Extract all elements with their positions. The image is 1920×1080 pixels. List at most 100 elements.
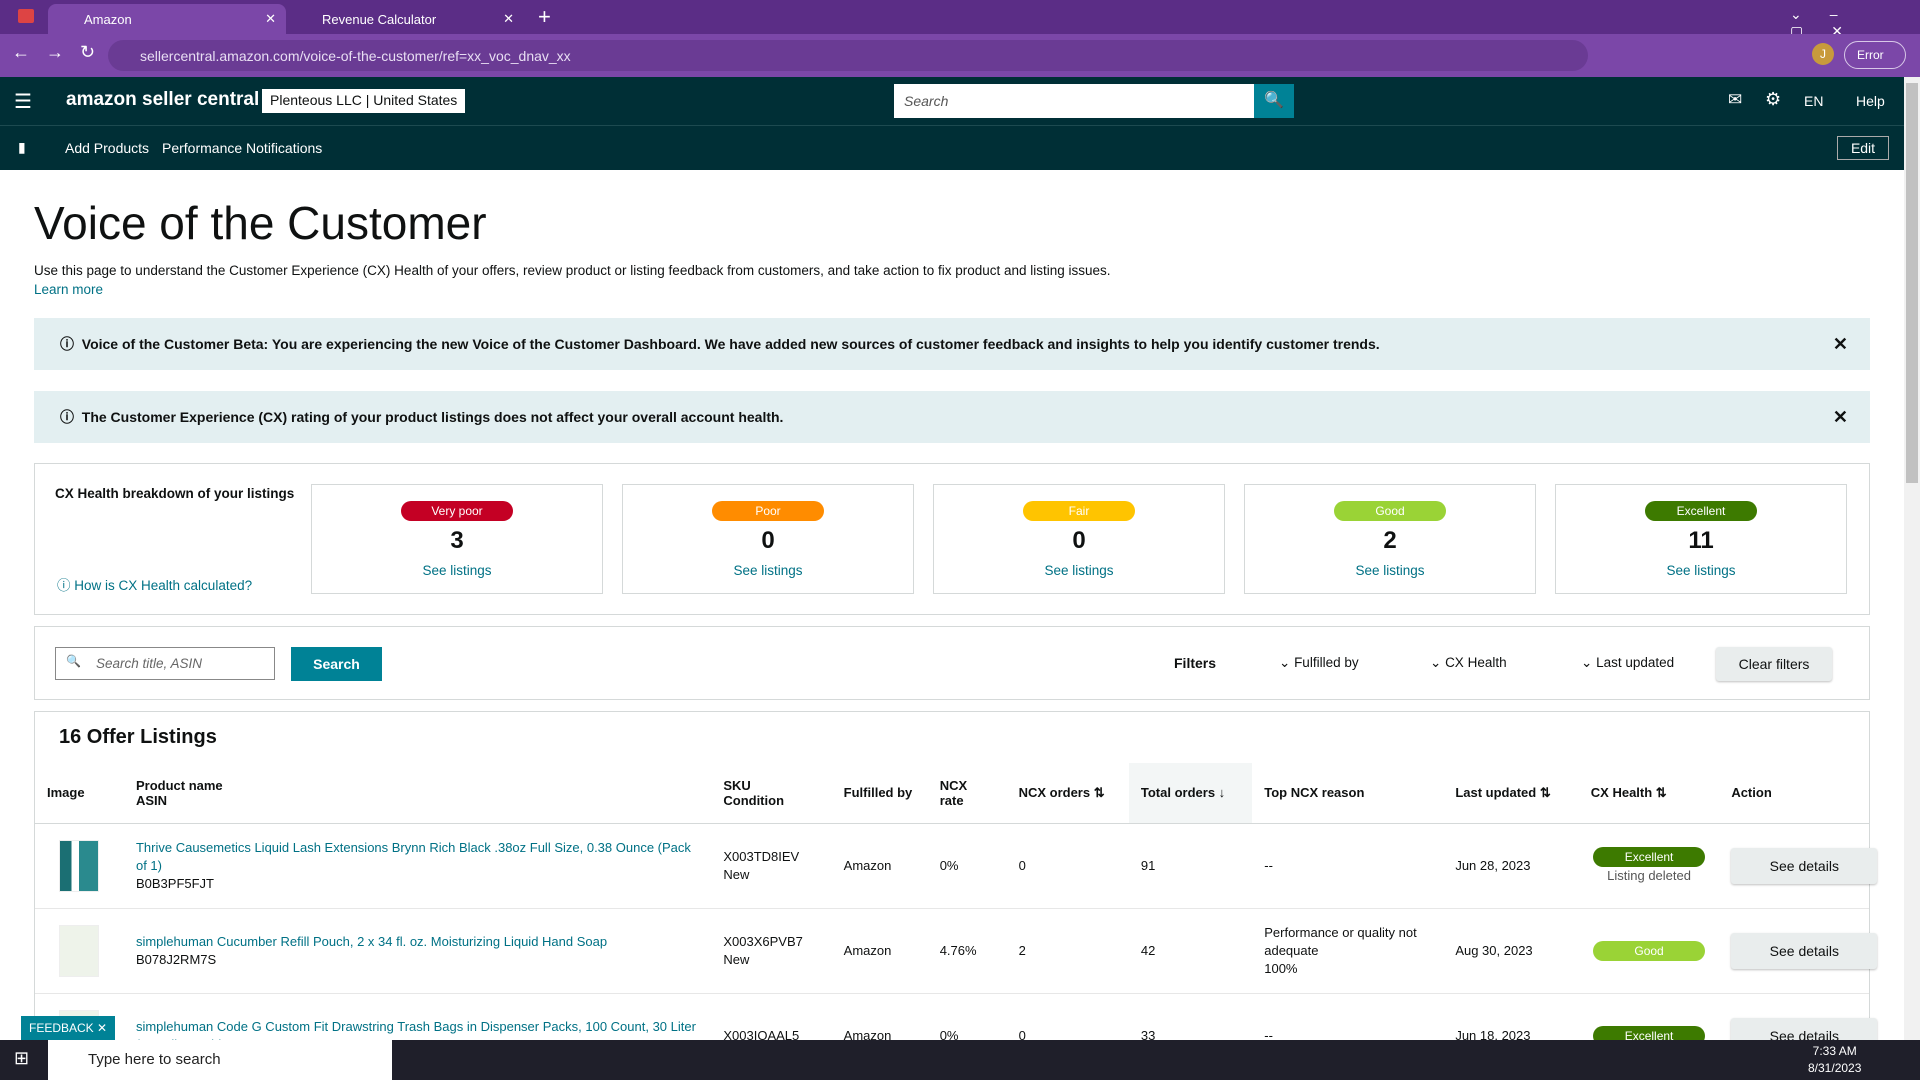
listings-table: Image Product name ASIN SKU Condition Fulf…	[35, 763, 1878, 1041]
search-input[interactable]: Search title, ASIN 🔍	[55, 647, 275, 680]
error-chip[interactable]: Error	[1844, 41, 1906, 69]
logo[interactable]: amazon seller central	[66, 89, 260, 110]
image-cell	[35, 908, 124, 994]
health-pill: Very poor	[401, 501, 513, 521]
taskbar-search-text: Type here to search	[88, 1051, 221, 1068]
health-bucket: Good 2 See listings	[1244, 484, 1536, 594]
see-listings[interactable]: See listings	[1355, 563, 1425, 578]
cx-help[interactable]: ⓘ How is CX Health calculated?	[57, 578, 253, 593]
filters-label: Filters	[1174, 655, 1217, 671]
settings-icon[interactable]: ⚙	[1765, 89, 1782, 109]
health-bucket: Fair 0 See listings	[933, 484, 1225, 594]
condition: New	[723, 951, 750, 967]
see-listings[interactable]: See listings	[422, 563, 492, 578]
see-listings[interactable]: See listings	[1044, 563, 1114, 578]
column-header[interactable]: NCX orders ⇅	[1006, 763, 1129, 824]
mail-icon[interactable]: ✉	[1728, 90, 1743, 109]
menu-icon[interactable]: ☰	[14, 91, 32, 113]
search-button[interactable]: 🔍	[1254, 84, 1294, 118]
last-updated: Jun 28, 2023	[1443, 823, 1579, 909]
filter-dropdown[interactable]: ⌄ CX Health	[1430, 655, 1507, 670]
url-field[interactable]: sellercentral.amazon.com/voice-of-the-cu…	[108, 40, 1588, 71]
column-header: Image	[35, 763, 124, 824]
banner: ⓘ Voice of the Customer Beta: You are ex…	[34, 318, 1870, 370]
filter-dropdown[interactable]: ⌄ Last updated	[1581, 655, 1675, 670]
ncx-reason: --	[1264, 1027, 1273, 1041]
column-header[interactable]: CX Health ⇅	[1578, 763, 1720, 824]
feedback-tab[interactable]: FEEDBACK ✕	[21, 1016, 116, 1040]
nav-item[interactable]: Performance Notifications	[162, 140, 323, 156]
health-pill: Excellent	[1593, 846, 1706, 867]
cx-health-card: CX Health breakdown of your listings ⓘ H…	[34, 463, 1870, 615]
filter-dropdown[interactable]: ⌄ Fulfilled by	[1279, 655, 1359, 670]
banner: ⓘ The Customer Experience (CX) rating of…	[34, 391, 1870, 443]
language[interactable]: EN	[1804, 93, 1824, 109]
product-image	[59, 924, 99, 977]
listings-title: 16 Offer Listings	[59, 726, 217, 748]
header-row: Image Product name ASIN SKU Condition Fulf…	[35, 763, 1869, 824]
account-switcher[interactable]: Plenteous LLC | United States	[262, 89, 466, 113]
profile[interactable]: J	[1812, 43, 1834, 65]
main: Voice of the Customer Use this page to u…	[0, 170, 1904, 1040]
column-header[interactable]: Last updated ⇅	[1443, 763, 1579, 824]
clear-filters[interactable]: Clear filters	[1716, 647, 1832, 681]
tab[interactable]: Amazon ✕	[48, 4, 286, 34]
gmail-icon[interactable]	[18, 9, 34, 23]
search-box[interactable]: Search	[894, 84, 1294, 118]
see-details[interactable]: See details	[1731, 932, 1878, 969]
product-name[interactable]: simplehuman Cucumber Refill Pouch, 2 x 3…	[135, 933, 608, 949]
product-name[interactable]: Thrive Causemetics Liquid Lash Extension…	[135, 839, 691, 873]
nav-buttons[interactable]: ←→↻	[12, 42, 112, 62]
fulfilled-by: Amazon	[831, 993, 928, 1040]
taskbar-search[interactable]: Type here to search	[48, 1040, 392, 1080]
health-count: 0	[1072, 527, 1086, 554]
ncx-rate: 0%	[927, 823, 1007, 909]
column-title: ASIN	[135, 792, 168, 808]
help[interactable]: Help	[1856, 93, 1885, 109]
see-details[interactable]: See details	[1731, 1017, 1878, 1040]
close[interactable]: ✕	[1832, 406, 1848, 427]
header: ☰ amazon seller central Plenteous LLC | …	[0, 77, 1920, 125]
close[interactable]: ✕	[1832, 333, 1848, 354]
banner-text: Voice of the Customer Beta: You are expe…	[81, 336, 1380, 352]
health-pill: Fair	[1023, 501, 1135, 521]
product-name[interactable]: simplehuman Code G Custom Fit Drawstring…	[135, 1018, 696, 1041]
new-tab[interactable]: +	[538, 4, 551, 29]
health-pill: Poor	[712, 501, 824, 521]
column-title: SKU	[723, 777, 751, 793]
start-button[interactable]: ⊞	[14, 1048, 30, 1068]
listing-row: Thrive Causemetics Liquid Lash Extension…	[35, 823, 1878, 909]
product-image	[59, 839, 99, 892]
product-cell: simplehuman Code G Custom Fit Drawstring…	[123, 993, 712, 1041]
column-header: Action	[1719, 763, 1869, 824]
see-details[interactable]: See details	[1731, 847, 1878, 884]
page-description: Use this page to understand the Customer…	[34, 263, 1111, 278]
learn-more[interactable]: Learn more	[34, 282, 104, 297]
clock[interactable]: 7:33 AM 8/31/2023	[1808, 1044, 1861, 1075]
health-cell: Excellent	[1578, 993, 1720, 1040]
address-bar: ←→↻ sellercentral.amazon.com/voice-of-th…	[0, 34, 1920, 77]
reason-cell: Performance or quality not adequate 100%	[1252, 908, 1444, 994]
health-pill: Excellent	[1645, 501, 1757, 521]
filter-label: Last updated	[1596, 655, 1675, 670]
health-count: 11	[1688, 527, 1714, 554]
tab-bar: Amazon ✕ Revenue Calculator ✕ + ⌄–▢✕	[0, 0, 1920, 39]
health-cell: Excellent Listing deleted	[1578, 823, 1720, 909]
nav-item[interactable]: Add Products	[65, 140, 150, 156]
column-title: NCX orders	[1018, 784, 1091, 800]
health-bucket: Excellent 11 See listings	[1555, 484, 1847, 594]
search-button[interactable]: Search	[291, 647, 382, 681]
action-cell: See details	[1719, 993, 1878, 1040]
see-listings[interactable]: See listings	[1666, 563, 1736, 578]
column-header: Top NCX reason	[1252, 763, 1444, 824]
total-orders: 91	[1128, 823, 1253, 909]
tab[interactable]: Revenue Calculator ✕	[322, 11, 514, 27]
scrollbar[interactable]	[1904, 77, 1920, 1040]
bookmark-icon[interactable]: ▮	[18, 139, 26, 155]
column-header[interactable]: Total orders ↓	[1128, 763, 1253, 824]
health-cell: Good	[1578, 908, 1720, 994]
sku: X003TD8IEV	[723, 848, 800, 864]
edit-button[interactable]: Edit	[1837, 136, 1889, 160]
action-cell: See details	[1719, 823, 1878, 909]
see-listings[interactable]: See listings	[733, 563, 803, 578]
